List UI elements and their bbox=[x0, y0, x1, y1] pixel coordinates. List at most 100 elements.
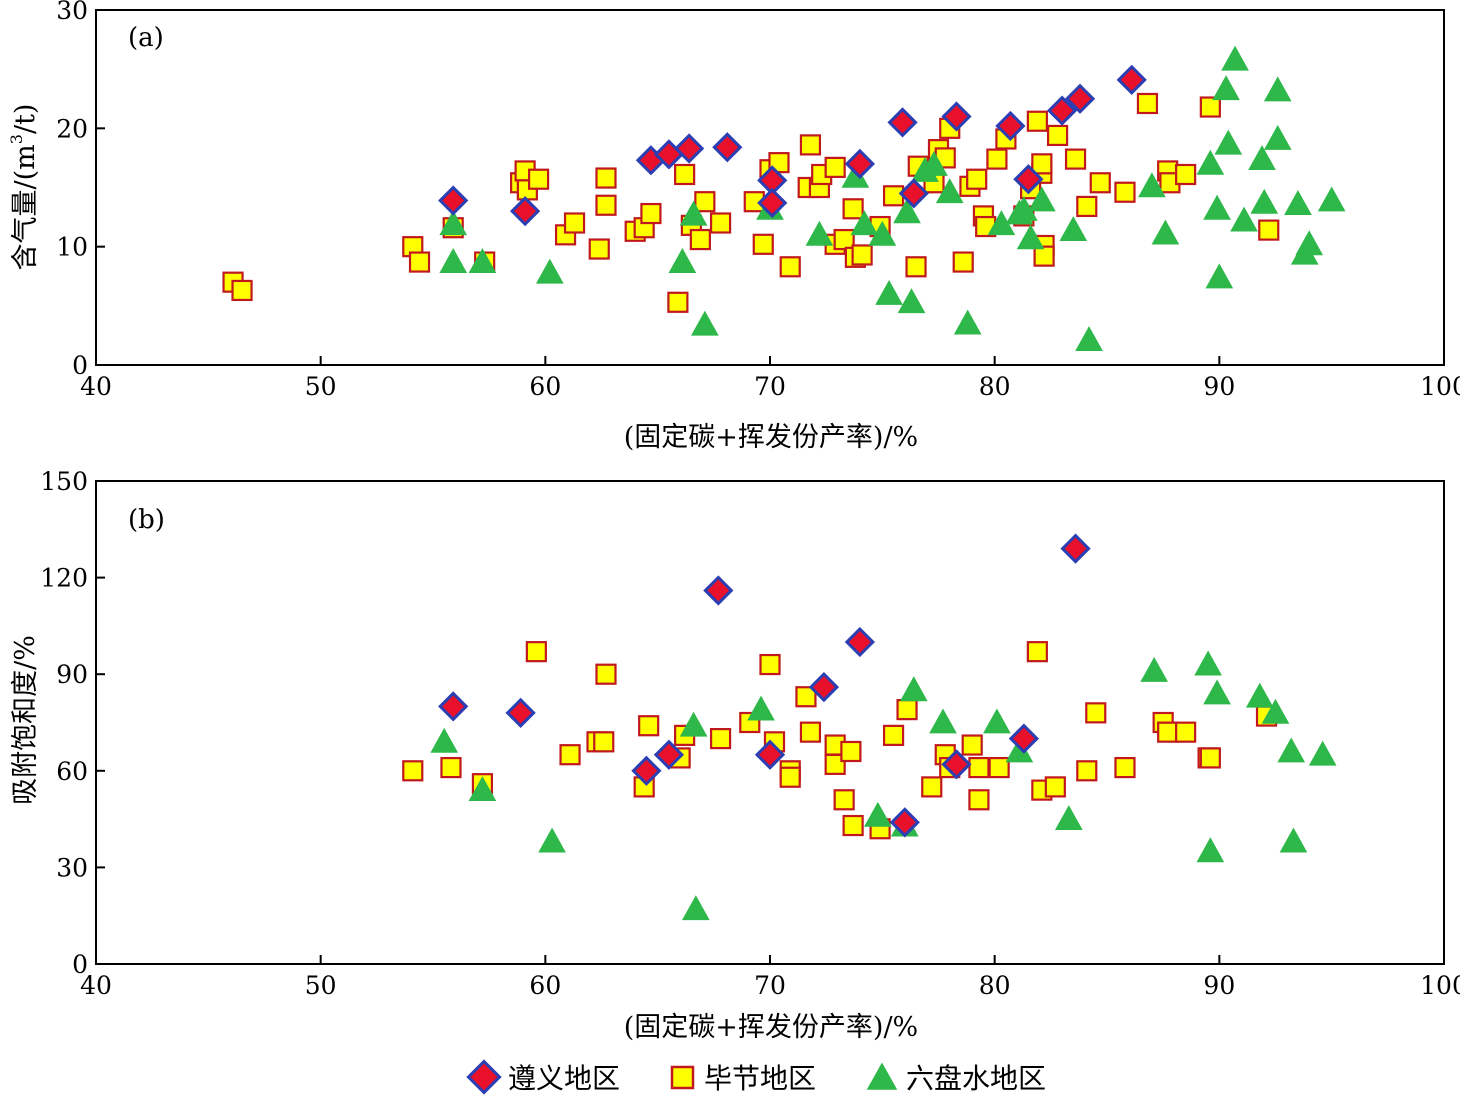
panel-a-point-bijie bbox=[595, 167, 617, 189]
panel-b-point-liupanshui bbox=[863, 801, 892, 827]
panel-b-point-bijie bbox=[1114, 756, 1136, 779]
panel-b-point-liupanshui bbox=[929, 708, 957, 734]
panel-b-point-zunyi bbox=[653, 739, 685, 770]
panel-a-label: (a) bbox=[128, 23, 164, 53]
panel-a-point-bijie bbox=[842, 198, 864, 220]
panel-a-point-liupanshui bbox=[850, 210, 879, 236]
panel-b-point-bijie bbox=[1175, 721, 1197, 743]
panel-b-point-liupanshui bbox=[538, 827, 566, 853]
panel-a-point-bijie bbox=[882, 185, 905, 207]
panel-a-point-bijie bbox=[986, 148, 1008, 170]
panel-a-point-bijie bbox=[1114, 181, 1136, 203]
panel-a-point-zunyi bbox=[995, 110, 1026, 142]
panel-b-point-zunyi bbox=[808, 671, 840, 703]
panel-b-y-axis-title: 吸附饱和度/% bbox=[10, 635, 41, 805]
panel-a-point-zunyi bbox=[1046, 95, 1078, 126]
panel-a-point-liupanshui bbox=[1248, 145, 1276, 170]
panel-a-point-bijie bbox=[640, 202, 662, 225]
panel-a-point-bijie bbox=[833, 228, 855, 251]
panel-a-point-liupanshui bbox=[868, 220, 897, 246]
panel-b-point-zunyi bbox=[703, 575, 734, 606]
panel-b-point-liupanshui bbox=[983, 708, 1011, 734]
panel-a-point-liupanshui bbox=[893, 198, 921, 224]
panel-a-point-zunyi bbox=[1013, 164, 1044, 195]
panel-a-x-tick-label: 60 bbox=[529, 372, 561, 401]
panel-b-y-tick-label: 60 bbox=[56, 757, 88, 786]
panel-a-point-bijie bbox=[1089, 172, 1111, 194]
panel-a-point-bijie bbox=[1033, 245, 1055, 267]
panel-b-point-liupanshui bbox=[1279, 827, 1308, 853]
panel-a-point-zunyi bbox=[438, 185, 469, 216]
panel-a-point-liupanshui bbox=[875, 279, 903, 305]
panel-a-point-bijie bbox=[1046, 124, 1069, 147]
panel-a-point-liupanshui bbox=[535, 258, 564, 284]
panel-b-point-zunyi bbox=[889, 807, 920, 838]
panel-a-point-bijie bbox=[824, 156, 846, 178]
panel-a-y-tick-label: 20 bbox=[56, 114, 88, 143]
panel-a-point-liupanshui bbox=[439, 210, 468, 236]
panel-b-point-zunyi bbox=[1008, 723, 1039, 754]
panel-a-point-liupanshui bbox=[690, 310, 719, 336]
panel-b-point-bijie bbox=[779, 766, 801, 788]
panel-b-point-bijie bbox=[968, 756, 990, 779]
panel-a-y-tick-label: 10 bbox=[56, 233, 88, 262]
panel-b-y-tick-label: 0 bbox=[72, 950, 88, 979]
panel-a-point-liupanshui bbox=[1205, 263, 1234, 289]
panel-a-point-liupanshui bbox=[668, 248, 697, 273]
panel-a-point-bijie bbox=[1076, 195, 1098, 218]
panel-a-point-liupanshui bbox=[1196, 149, 1225, 175]
panel-b-point-bijie bbox=[638, 715, 660, 737]
panel-b-point-liupanshui bbox=[747, 695, 775, 721]
panel-b-point-liupanshui bbox=[430, 727, 459, 753]
panel-b-point-bijie bbox=[1157, 721, 1179, 743]
panel-a-point-zunyi bbox=[887, 107, 918, 138]
panel-b-point-bijie bbox=[1085, 702, 1107, 724]
panel-b-point-bijie bbox=[799, 721, 822, 743]
panel-a-point-bijie bbox=[595, 194, 617, 216]
panel-b-point-liupanshui bbox=[1054, 805, 1083, 830]
legend-label-zunyi: 遵义地区 bbox=[508, 1062, 620, 1095]
panel-a-point-liupanshui bbox=[1214, 129, 1243, 155]
panel-a: (a) (固定碳+挥发份产率)/% 含气量/(m3/t) 40 50 60 70 80 9… bbox=[7, 0, 1460, 453]
panel-b-point-bijie bbox=[896, 699, 918, 721]
panel-b-point-liupanshui bbox=[1245, 682, 1274, 708]
panel-a-point-bijie bbox=[667, 291, 689, 313]
panel-b-point-bijie bbox=[440, 756, 462, 779]
panel-a-x-tick-label: 80 bbox=[979, 372, 1011, 401]
panel-a-point-liupanshui bbox=[1221, 45, 1249, 71]
panel-a-point-zunyi bbox=[712, 132, 743, 163]
panel-b-label: (b) bbox=[128, 505, 165, 535]
panel-a-point-liupanshui bbox=[920, 150, 948, 176]
panel-b-point-zunyi bbox=[631, 755, 662, 786]
panel-a-point-bijie bbox=[709, 212, 732, 234]
legend-item-bijie: 毕节地区 bbox=[670, 1062, 816, 1095]
legend-label-liupanshui: 六盘水地区 bbox=[906, 1062, 1046, 1095]
panel-b-point-bijie bbox=[968, 789, 990, 811]
panel-b-point-bijie bbox=[840, 740, 862, 763]
panel-b: (b) (固定碳+挥发份产率)/% 吸附饱和度/% 40 50 60 70 80 90 10… bbox=[10, 467, 1460, 1043]
panel-a-y-tick-label: 30 bbox=[56, 0, 88, 25]
panel-b-point-bijie bbox=[1044, 776, 1066, 798]
panel-b-x-tick-label: 90 bbox=[1203, 971, 1235, 1000]
panel-a-point-bijie bbox=[689, 228, 711, 251]
panel-a-point-bijie bbox=[1199, 96, 1221, 118]
panel-a-point-bijie bbox=[1258, 219, 1280, 241]
panel-b-point-bijie bbox=[593, 731, 615, 753]
panel-a-point-liupanshui bbox=[468, 248, 497, 273]
panel-b-point-bijie bbox=[525, 641, 547, 663]
panel-b-point-liupanshui bbox=[1203, 679, 1231, 705]
panel-b-x-tick-label: 40 bbox=[80, 971, 112, 1000]
panel-a-point-liupanshui bbox=[679, 200, 708, 226]
panel-a-point-bijie bbox=[851, 244, 873, 266]
panel-a-point-zunyi bbox=[509, 196, 541, 227]
panel-b-point-bijie bbox=[1199, 747, 1221, 769]
panel-a-point-liupanshui bbox=[953, 309, 982, 335]
panel-b-point-bijie bbox=[882, 724, 905, 746]
panel-b-point-liupanshui bbox=[679, 711, 708, 737]
panel-a-point-bijie bbox=[674, 163, 696, 186]
panel-a-point-liupanshui bbox=[1075, 326, 1103, 352]
panel-a-point-bijie bbox=[527, 168, 550, 190]
panel-b-y-tick-label: 90 bbox=[56, 660, 88, 689]
panel-a-point-bijie bbox=[966, 168, 988, 190]
